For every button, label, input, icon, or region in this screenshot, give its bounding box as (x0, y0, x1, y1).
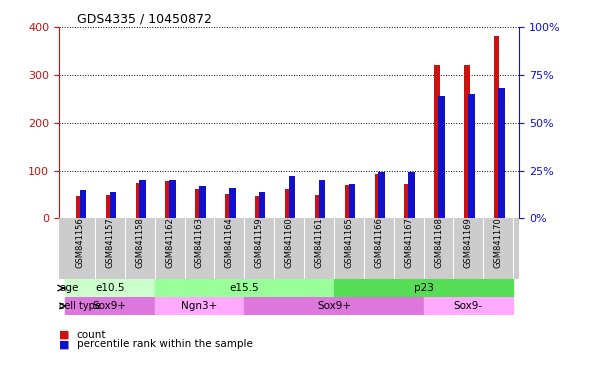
Bar (65, 279, 155, 297)
Bar (289, 176, 296, 218)
Bar (498, 88, 504, 218)
Bar (434, 65, 440, 218)
Bar (408, 172, 415, 218)
Text: age: age (60, 283, 78, 293)
Bar (405, 184, 410, 218)
Bar (375, 174, 380, 218)
Bar (378, 172, 385, 218)
Bar (165, 181, 171, 218)
Text: Sox9+: Sox9+ (317, 301, 351, 311)
Bar (244, 297, 424, 315)
Bar (225, 194, 231, 218)
Text: percentile rank within the sample: percentile rank within the sample (77, 339, 253, 349)
Bar (136, 182, 141, 218)
Text: ■: ■ (59, 330, 70, 340)
Bar (65, 297, 155, 315)
Text: GDS4335 / 10450872: GDS4335 / 10450872 (77, 13, 212, 26)
Text: Sox9+: Sox9+ (93, 301, 127, 311)
Text: ■: ■ (59, 339, 70, 349)
Bar (319, 180, 325, 218)
Bar (106, 195, 111, 218)
Bar (259, 192, 266, 218)
Text: Ngn3+: Ngn3+ (181, 301, 218, 311)
Bar (464, 65, 470, 218)
Bar (468, 94, 475, 218)
Bar (315, 195, 320, 218)
Bar (80, 190, 86, 218)
Bar (424, 297, 513, 315)
Bar (494, 36, 500, 218)
Bar (155, 279, 334, 297)
Bar (285, 189, 290, 218)
Bar (139, 180, 146, 218)
Bar (155, 297, 244, 315)
Text: e15.5: e15.5 (230, 283, 259, 293)
Text: count: count (77, 330, 106, 340)
Bar (349, 184, 355, 218)
Text: cell type: cell type (60, 301, 101, 311)
Text: e10.5: e10.5 (95, 283, 124, 293)
Bar (76, 196, 81, 218)
Bar (229, 188, 235, 218)
Bar (199, 186, 206, 218)
Bar (334, 279, 513, 297)
Bar (345, 185, 350, 218)
Bar (255, 196, 260, 218)
Text: p23: p23 (414, 283, 434, 293)
Bar (195, 189, 201, 218)
Bar (110, 192, 116, 218)
Text: Sox9-: Sox9- (454, 301, 483, 311)
Bar (438, 96, 445, 218)
Bar (169, 180, 176, 218)
